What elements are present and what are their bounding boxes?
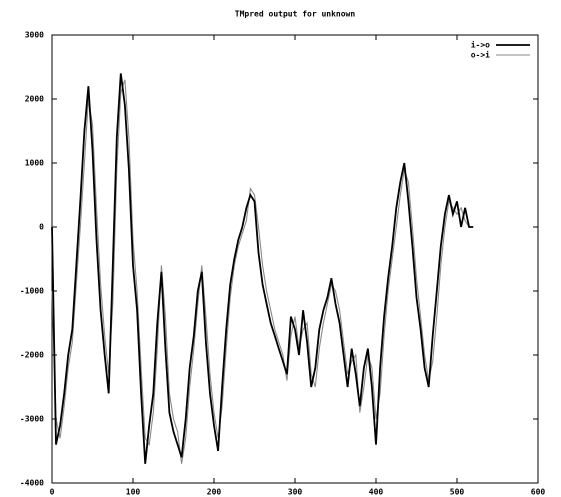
x-tick-label: 0 [50, 488, 55, 497]
y-tick-label: 1000 [25, 159, 44, 168]
y-tick-label: 0 [39, 223, 44, 232]
chart-title: TMpred output for unknown [235, 10, 356, 19]
y-tick-label: -2000 [20, 351, 44, 360]
x-tick-label: 500 [450, 488, 465, 497]
y-tick-label: 3000 [25, 31, 44, 40]
y-tick-label: -3000 [20, 415, 44, 424]
y-tick-label: 2000 [25, 95, 44, 104]
x-tick-label: 400 [369, 488, 384, 497]
x-tick-label: 300 [288, 488, 303, 497]
y-tick-label: -4000 [20, 479, 44, 488]
y-tick-label: -1000 [20, 287, 44, 296]
legend-label: i->o [471, 40, 490, 50]
x-tick-label: 200 [207, 488, 222, 497]
series-line [51, 73, 474, 464]
x-tick-label: 600 [531, 488, 546, 497]
x-tick-label: 100 [126, 488, 141, 497]
legend-label: o->i [471, 50, 490, 60]
series-line [51, 79, 474, 464]
